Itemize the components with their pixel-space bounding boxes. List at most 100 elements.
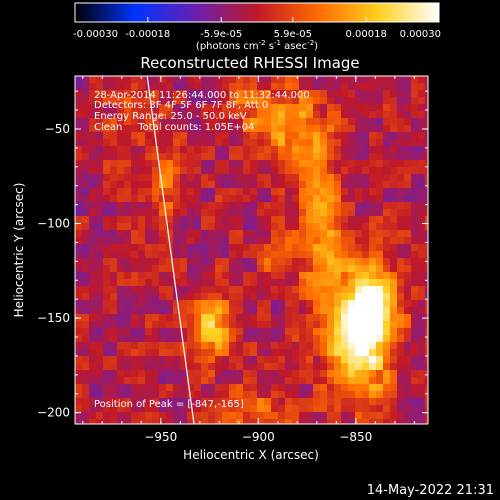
heatmap-pixel: [152, 181, 160, 189]
heatmap-pixel: [159, 202, 167, 210]
heatmap-pixel: [131, 195, 139, 203]
heatmap-pixel: [124, 146, 132, 154]
heatmap-pixel: [194, 412, 202, 420]
heatmap-pixel: [215, 293, 223, 301]
heatmap-pixel: [418, 111, 426, 119]
heatmap-pixel: [306, 370, 314, 378]
heatmap-pixel: [138, 188, 146, 196]
heatmap-pixel: [229, 146, 237, 154]
heatmap-pixel: [285, 300, 293, 308]
heatmap-pixel: [264, 104, 272, 112]
heatmap-pixel: [89, 370, 97, 378]
heatmap-pixel: [89, 76, 97, 84]
heatmap-pixel: [110, 398, 118, 406]
heatmap-pixel: [103, 265, 111, 273]
heatmap-pixel: [411, 202, 419, 210]
heatmap-pixel: [390, 104, 398, 112]
heatmap-pixel: [313, 146, 321, 154]
heatmap-pixel: [271, 97, 279, 105]
heatmap-pixel: [187, 335, 195, 343]
heatmap-pixel: [348, 230, 356, 238]
heatmap-pixel: [117, 314, 125, 322]
heatmap-pixel: [173, 412, 181, 420]
heatmap-pixel: [355, 104, 363, 112]
heatmap-pixel: [131, 76, 139, 84]
heatmap-pixel: [138, 384, 146, 392]
heatmap-pixel: [152, 90, 160, 98]
heatmap-pixel: [320, 160, 328, 168]
heatmap-pixel: [180, 363, 188, 371]
heatmap-pixel: [117, 293, 125, 301]
heatmap-pixel: [341, 202, 349, 210]
heatmap-pixel: [306, 391, 314, 399]
heatmap-pixel: [194, 356, 202, 364]
heatmap-pixel: [152, 349, 160, 357]
heatmap-pixel: [334, 76, 342, 84]
heatmap-pixel: [208, 146, 216, 154]
heatmap-pixel: [131, 104, 139, 112]
heatmap-pixel: [117, 398, 125, 406]
heatmap-pixel: [285, 342, 293, 350]
heatmap-pixel: [369, 265, 377, 273]
heatmap-pixel: [383, 230, 391, 238]
heatmap-pixel: [222, 419, 230, 424]
heatmap-pixel: [355, 363, 363, 371]
heatmap-pixel: [334, 181, 342, 189]
heatmap-pixel: [166, 419, 174, 424]
heatmap-pixel: [369, 307, 377, 315]
heatmap-pixel: [131, 307, 139, 315]
heatmap-pixel: [89, 132, 97, 140]
heatmap-pixel: [306, 244, 314, 252]
heatmap-pixel: [166, 76, 174, 84]
heatmap-pixel: [96, 174, 104, 182]
heatmap-pixel: [320, 342, 328, 350]
heatmap-pixel: [159, 195, 167, 203]
heatmap-pixel: [96, 216, 104, 224]
heatmap-pixel: [243, 188, 251, 196]
heatmap-pixel: [138, 258, 146, 266]
heatmap-pixel: [418, 370, 426, 378]
heatmap-pixel: [208, 405, 216, 413]
heatmap-pixel: [152, 265, 160, 273]
heatmap-pixel: [166, 349, 174, 357]
heatmap-pixel: [194, 174, 202, 182]
heatmap-pixel: [124, 97, 132, 105]
heatmap-pixel: [320, 405, 328, 413]
heatmap-pixel: [166, 223, 174, 231]
heatmap-pixel: [222, 412, 230, 420]
heatmap-pixel: [271, 265, 279, 273]
heatmap-pixel: [334, 349, 342, 357]
annotation-block: 28-Apr-2014 11:26:44.000 to 11:32:44.000…: [94, 90, 310, 133]
heatmap-pixel: [383, 118, 391, 126]
heatmap-pixel: [362, 384, 370, 392]
heatmap-pixel: [243, 139, 251, 147]
heatmap-pixel: [159, 293, 167, 301]
heatmap-pixel: [411, 258, 419, 266]
heatmap-pixel: [103, 90, 111, 98]
heatmap-pixel: [264, 90, 272, 98]
heatmap-pixel: [215, 286, 223, 294]
heatmap-image: [75, 76, 428, 424]
heatmap-pixel: [376, 76, 384, 84]
heatmap-pixel: [376, 202, 384, 210]
heatmap-pixel: [215, 335, 223, 343]
heatmap-pixel: [327, 279, 335, 287]
heatmap-pixel: [152, 286, 160, 294]
heatmap-pixel: [376, 118, 384, 126]
heatmap-pixel: [194, 419, 202, 424]
heatmap-pixel: [390, 412, 398, 420]
heatmap-pixel: [271, 300, 279, 308]
heatmap-pixel: [229, 384, 237, 392]
heatmap-pixel: [320, 125, 328, 133]
heatmap-pixel: [327, 181, 335, 189]
heatmap-pixel: [327, 97, 335, 105]
heatmap-pixel: [418, 349, 426, 357]
heatmap-pixel: [131, 202, 139, 210]
heatmap-pixel: [362, 97, 370, 105]
heatmap-pixel: [131, 328, 139, 336]
heatmap-pixel: [341, 286, 349, 294]
heatmap-pixel: [404, 202, 412, 210]
heatmap-pixel: [250, 258, 258, 266]
heatmap-pixel: [173, 335, 181, 343]
heatmap-pixel: [376, 377, 384, 385]
